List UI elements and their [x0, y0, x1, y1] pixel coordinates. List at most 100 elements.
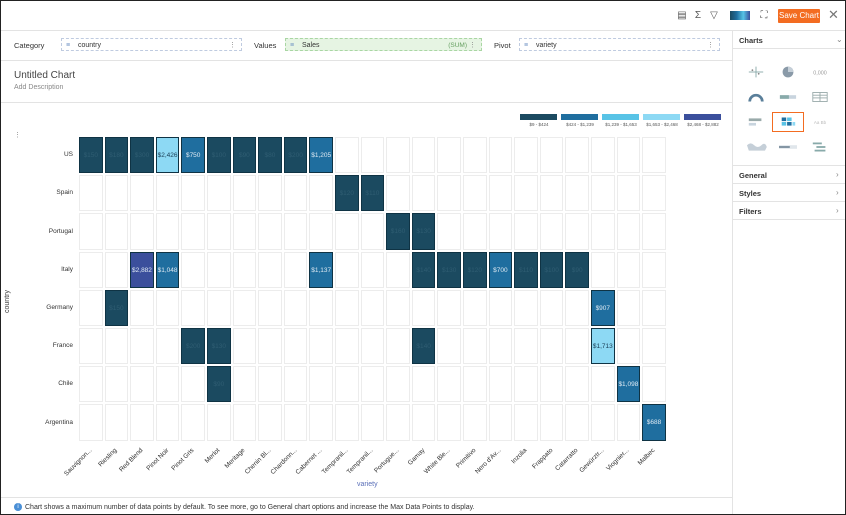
heatmap-empty-cell [309, 328, 333, 365]
heatmap-cell[interactable]: $90 [232, 137, 257, 174]
heatmap-empty-cell [79, 404, 103, 441]
more-options-icon[interactable]: ⋮ [707, 42, 714, 49]
heatmap-cell[interactable]: $130 [437, 251, 461, 288]
section-filters[interactable]: Filters [739, 207, 762, 216]
heatmap-cell[interactable]: $130 [207, 328, 231, 365]
progress-chart-icon[interactable] [772, 87, 804, 107]
heatmap-cell[interactable]: $140 [411, 328, 436, 365]
fullscreen-icon[interactable]: ⛶ [760, 10, 768, 21]
heatmap-cell[interactable]: $90 [565, 251, 589, 288]
heatmap-cell[interactable]: $2,426 [155, 137, 180, 174]
heatmap-empty-cell [130, 328, 154, 365]
legend-swatch[interactable] [561, 114, 598, 120]
heatmap-cell[interactable]: $150 [104, 289, 129, 326]
heatmap-empty-cell [514, 137, 538, 174]
heatmap-empty-cell [79, 366, 103, 403]
heatmap-cell[interactable]: $1,098 [616, 366, 641, 403]
heatmap-empty-cell [463, 366, 487, 403]
heatmap-cell[interactable]: $1,713 [591, 328, 615, 365]
heatmap-cell[interactable]: $200 [283, 137, 308, 174]
scatter-chart-icon[interactable] [740, 62, 772, 82]
heatmap-empty-cell [616, 175, 641, 212]
save-chart-button[interactable]: Save Chart [778, 9, 820, 23]
chevron-right-icon[interactable]: › [836, 188, 839, 197]
heatmap-empty-cell [539, 404, 564, 441]
heatmap-cell[interactable]: $80 [258, 137, 282, 174]
chevron-right-icon[interactable]: › [836, 206, 839, 215]
heatmap-cell[interactable]: $1,205 [309, 137, 333, 174]
panel-divider [732, 30, 733, 514]
chart-menu-icon[interactable]: ⋮ [14, 132, 21, 139]
heatmap-cell[interactable]: $1,048 [155, 251, 180, 288]
heatmap-empty-cell [411, 137, 436, 174]
heatmap-empty-cell [283, 251, 308, 288]
gantt-chart-icon[interactable] [804, 137, 836, 157]
heatmap-cell[interactable]: $688 [642, 404, 666, 441]
heatmap-cell[interactable]: $2,882 [130, 251, 154, 288]
heatmap-chart-icon[interactable] [772, 112, 804, 132]
chevron-right-icon[interactable]: › [836, 170, 839, 179]
heatmap-empty-cell [463, 213, 487, 250]
heatmap-empty-cell [181, 213, 205, 250]
heatmap-empty-cell [565, 175, 589, 212]
more-options-icon[interactable]: ⋮ [229, 42, 236, 49]
table-chart-icon[interactable] [804, 87, 836, 107]
gauge-chart-icon[interactable] [740, 87, 772, 107]
heatmap-empty-cell [616, 213, 641, 250]
heatmap-cell[interactable]: $120 [335, 175, 359, 212]
category-field[interactable]: ≡ country ⋮ [61, 38, 242, 51]
values-value: Sales [302, 42, 320, 49]
aggregation-label[interactable]: (SUM) [448, 42, 467, 49]
heatmap-empty-cell [642, 366, 666, 403]
treemap-chart-icon[interactable]: Aa Bb [804, 112, 836, 132]
heatmap-cell[interactable]: $110 [360, 175, 385, 212]
pie-chart-icon[interactable] [772, 62, 804, 82]
heatmap-cell[interactable]: $140 [411, 251, 436, 288]
heatmap-cell[interactable]: $700 [488, 251, 513, 288]
sum-icon[interactable]: Σ [694, 10, 702, 21]
drag-handle-icon: ≡ [524, 42, 529, 49]
heatmap-cell[interactable]: $750 [181, 137, 205, 174]
map-chart-icon[interactable] [740, 137, 772, 157]
legend-swatch[interactable] [643, 114, 680, 120]
color-palette-icon[interactable] [730, 11, 750, 20]
heatmap-cell[interactable]: $200 [181, 328, 205, 365]
number-chart-icon[interactable]: 0,000 [804, 62, 836, 82]
table-icon[interactable]: ▤ [677, 10, 687, 21]
chevron-down-icon[interactable]: ⌄ [836, 35, 843, 44]
heatmap-cell[interactable]: $90 [207, 366, 231, 403]
values-field[interactable]: ≡ Sales (SUM) ⋮ [285, 38, 482, 51]
heatmap-cell[interactable]: $300 [130, 137, 154, 174]
heatmap-empty-cell [642, 213, 666, 250]
chart-title[interactable]: Untitled Chart [14, 70, 76, 81]
pivot-field[interactable]: ≡ variety ⋮ [519, 38, 720, 51]
heatmap-empty-cell [130, 289, 154, 326]
heatmap-cell[interactable]: $160 [386, 213, 410, 250]
heatmap-cell[interactable]: $150 [79, 137, 103, 174]
legend-swatch[interactable] [520, 114, 557, 120]
heatmap-cell[interactable]: $1,137 [309, 251, 333, 288]
heatmap-cell[interactable]: $130 [411, 213, 436, 250]
section-general[interactable]: General [739, 171, 767, 180]
heatmap-empty-cell [437, 289, 461, 326]
heatmap-cell[interactable]: $120 [463, 251, 487, 288]
heatmap-cell[interactable]: $100 [207, 137, 231, 174]
section-styles[interactable]: Styles [739, 189, 762, 198]
charts-section-title[interactable]: Charts [739, 36, 763, 45]
heatmap-cell[interactable]: $100 [539, 251, 564, 288]
legend-swatch[interactable] [684, 114, 721, 120]
heatmap-empty-cell [565, 404, 589, 441]
heatmap-empty-cell [514, 366, 538, 403]
category-value: country [78, 42, 101, 49]
bullet-chart-icon[interactable] [772, 137, 804, 157]
filter-icon[interactable]: ▽ [710, 10, 718, 21]
heatmap-cell[interactable]: $110 [514, 251, 538, 288]
more-options-icon[interactable]: ⋮ [469, 42, 476, 49]
heatmap-cell[interactable]: $180 [104, 137, 129, 174]
heatmap-empty-cell [283, 328, 308, 365]
bar-table-icon[interactable] [740, 112, 772, 132]
legend-swatch[interactable] [602, 114, 639, 120]
chart-description[interactable]: Add Description [14, 84, 64, 91]
heatmap-cell[interactable]: $907 [591, 289, 615, 326]
close-icon[interactable]: ✕ [828, 7, 839, 22]
